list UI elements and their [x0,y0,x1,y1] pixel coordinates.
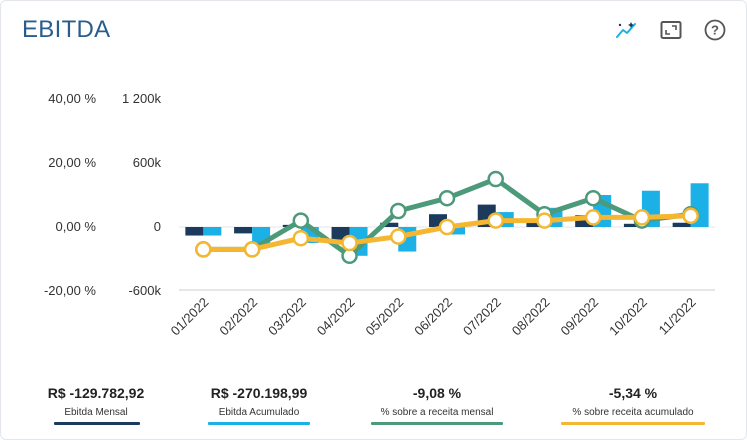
x-tick-label: 05/2022 [363,295,407,339]
x-tick-label: 02/2022 [216,295,260,339]
summary-ebitda-mensal[interactable]: R$ -129.782,92 Ebitda Mensal [41,385,151,425]
pct-acumulado-point [195,241,212,258]
pct-acumulado-point [292,229,310,247]
bar-ebitda-acumulado [203,227,222,236]
help-icon[interactable]: ? [702,17,728,43]
x-tick-label: 10/2022 [606,295,650,339]
summary-value: R$ -129.782,92 [47,385,145,401]
summary-ebitda-acumulado[interactable]: R$ -270.198,99 Ebitda Acumulado [204,385,314,425]
x-tick-label: 01/2022 [168,295,212,339]
x-tick-label: 04/2022 [314,295,358,339]
pct-acumulado-point [341,234,358,252]
pct-acumulado-point [584,209,602,226]
pct-mensal-point [584,189,602,207]
bar-ebitda-acumulado [447,227,465,235]
y-left-tick: -20,00 % [44,283,96,298]
pct-mensal-point [438,189,456,207]
x-tick-label: 08/2022 [509,295,553,339]
pct-mensal-point [390,202,407,220]
svg-text:?: ? [711,23,719,38]
bar-ebitda-mensal [526,222,545,227]
summary-legend: R$ -129.782,92 Ebitda Mensal R$ -270.198… [1,385,747,435]
summary-value: R$ -270.198,99 [210,385,308,401]
pct-acumulado-point [243,241,261,258]
x-tick-label: 09/2022 [557,295,601,339]
y-right-tick: -600k [128,283,161,298]
legend-swatch [561,422,705,425]
y-right-tick: 1 200k [122,91,162,106]
pct-acumulado-point [438,218,456,236]
pct-acumulado-point [487,212,504,229]
y-left-tick: 40,00 % [48,91,96,106]
pct-acumulado-point [390,228,407,245]
summary-label: Ebitda Mensal [64,407,128,418]
sparkle-chart-icon[interactable] [614,17,640,43]
y-right-tick: 0 [154,219,161,234]
pct-mensal-point [292,212,310,229]
bar-ebitda-mensal [623,223,642,227]
pct-acumulado-point [633,209,651,226]
legend-swatch [54,422,140,425]
page-title: EBITDA [22,16,111,43]
summary-value: -9,08 % [412,385,462,401]
pct-mensal-point [487,170,504,188]
y-left-tick: 20,00 % [48,155,96,170]
bar-ebitda-mensal [672,222,691,227]
expand-icon[interactable] [658,17,684,43]
x-tick-label: 03/2022 [265,295,309,339]
ebitda-chart: 40,00 % 20,00 % 0,00 % -20,00 % 1 200k 600k 0 -… [44,91,715,339]
bar-ebitda-mensal [575,215,594,227]
bar-ebitda-mensal [185,227,204,236]
pct-acumulado-point [536,212,553,229]
summary-pct-mensal[interactable]: -9,08 % % sobre a receita mensal [371,385,503,425]
bar-ebitda-mensal [234,227,253,234]
legend-swatch [208,422,310,425]
summary-pct-acumulado[interactable]: -5,34 % % sobre receita acumulado [561,385,705,425]
bar-ebitda-mensal [380,222,399,227]
summary-label: % sobre receita acumulado [572,407,694,418]
y-left-tick: 0,00 % [56,219,97,234]
x-tick-label: 11/2022 [656,295,699,338]
y-right-tick: 600k [133,155,162,170]
summary-label: % sobre a receita mensal [380,407,494,418]
card-toolbar: ? [614,17,728,43]
x-tick-label: 06/2022 [411,295,455,339]
x-tick-label: 07/2022 [460,295,504,339]
pct-acumulado-point [682,207,699,225]
summary-label: Ebitda Acumulado [218,407,300,418]
summary-value: -5,34 % [608,385,658,401]
legend-swatch [371,422,503,425]
